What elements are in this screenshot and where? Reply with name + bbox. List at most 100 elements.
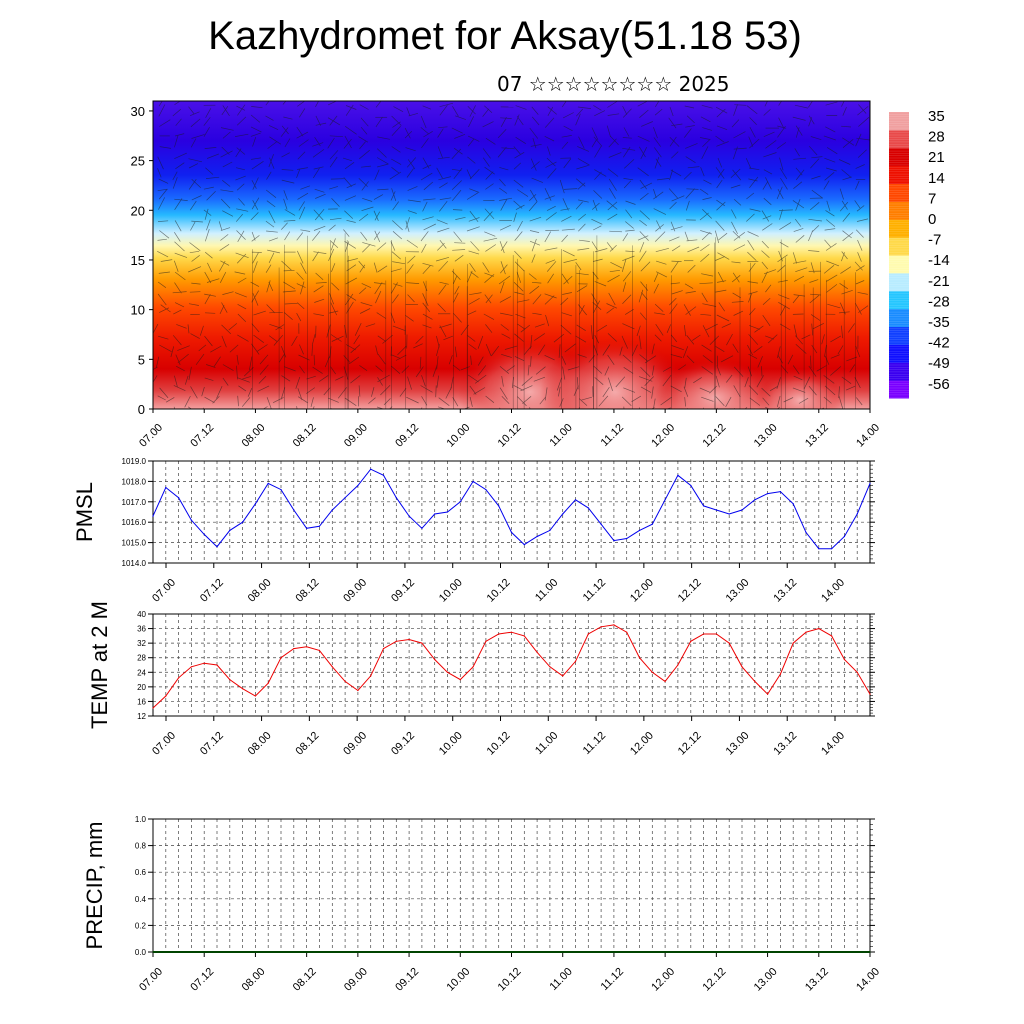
data-point [216,664,218,666]
data-point [370,468,372,470]
wind-barb [282,290,296,293]
wind-barb [420,172,433,181]
data-point [613,624,615,626]
wind-barb [604,366,610,376]
wind-barb [205,108,212,118]
wind-barb [265,189,277,198]
wind-barb [622,233,629,242]
wind-barb [808,250,820,252]
wind-barb [460,324,469,336]
wind-barb [436,219,448,225]
wind-barb [780,364,789,374]
wind-barb [454,133,466,139]
wind-barb [810,355,812,369]
wind-barb [328,397,339,403]
wind-barb [345,104,354,116]
wind-barb [438,284,447,295]
wind-barb [544,387,548,401]
wind-barb [547,273,554,284]
wind-barb [808,101,813,108]
wind-barb [165,397,175,403]
y-tick-label: 5 [138,352,145,367]
wind-barb [377,353,386,365]
wind-barb [452,364,461,371]
data-point [741,509,743,511]
data-point [805,631,807,633]
wind-barb [265,115,274,121]
wind-barb [174,302,185,308]
wind-barb [733,131,746,139]
wind-barb [685,291,696,294]
y-tick-label: 16 [137,697,146,706]
wind-barb [842,230,852,239]
data-point [395,497,397,499]
wind-barb [593,258,603,262]
wind-barb [405,315,414,322]
wind-barb [777,189,784,199]
wind-barb [709,335,720,346]
wind-barb [856,397,863,406]
wind-barb [837,345,844,355]
x-tick-label: 09.00 [341,577,369,605]
wind-barb [284,231,291,241]
x-tick-label: 09.00 [342,966,370,994]
wind-barb [315,193,326,199]
wind-barb [438,260,449,272]
wind-barb [243,366,254,377]
wind-barb [395,354,407,361]
wind-barb [190,118,201,128]
wind-barb [610,261,623,269]
wind-barb [324,356,330,368]
wind-barb [330,334,342,342]
data-point [587,633,589,635]
wind-barb [422,265,431,275]
y-tick-label: 15 [131,253,145,268]
wind-barb [578,223,586,232]
wind-barb [175,118,182,126]
wind-barb [159,344,172,353]
wind-barb [342,157,353,162]
wind-barb [842,139,854,148]
wind-barb [235,175,246,181]
wind-barb [437,156,450,160]
x-tick-label: 10.00 [444,422,472,450]
grid [153,461,870,563]
wind-barb [501,375,504,387]
wind-barb [204,208,209,220]
wind-barb [266,304,276,314]
wind-barb [467,138,475,147]
data-point [434,658,436,661]
wind-barb [329,310,339,314]
x-tick-label: 12.00 [628,577,656,605]
wind-barb [344,195,357,201]
wind-barb [485,244,496,252]
wind-barb [205,167,214,175]
wind-barb [858,117,870,127]
colorbar-swatch [889,308,909,327]
x-tick-label: 10.12 [485,730,513,758]
wind-barb [374,230,381,243]
data-point [306,646,308,648]
wind-barb [468,217,480,222]
wind-barb [757,356,763,368]
wind-barb [793,228,804,232]
wind-barb [330,238,336,251]
wind-barb [234,292,247,298]
wind-barb [514,250,522,259]
wind-barb [467,105,476,115]
y-tick-label: 40 [137,610,146,619]
wind-barb [405,217,410,230]
wind-barb [282,408,284,409]
wind-barb [252,261,258,273]
wind-barb [559,179,565,194]
wind-barb [250,114,261,123]
wind-barb [606,303,618,309]
wind-barb [216,385,223,399]
data-point [267,482,269,484]
x-tick-label: 08.00 [240,966,268,994]
wind-barb [252,252,259,264]
wind-barb [816,365,827,372]
wind-barb [359,104,369,110]
wind-barb [821,334,825,345]
wind-barb [407,294,415,303]
